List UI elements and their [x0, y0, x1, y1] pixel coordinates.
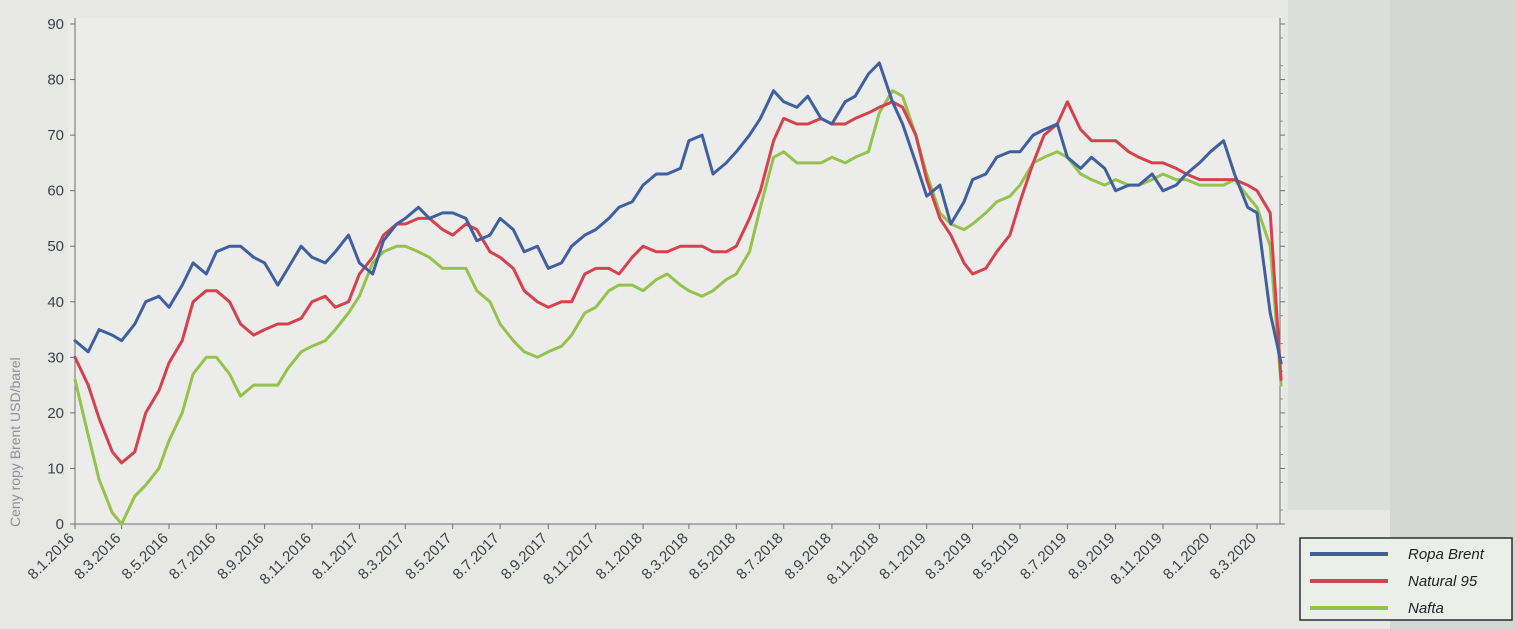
series-line-ropa-brent	[73, 61, 1283, 365]
y-tick-label: 90	[47, 16, 64, 33]
series-line-natural-95	[73, 100, 1283, 465]
series-line-nafta	[73, 89, 1283, 526]
y-tick-label: 30	[47, 349, 64, 366]
legend: Ropa Brent Natural 95 Nafta	[1299, 537, 1513, 621]
y-tick-label: 50	[47, 238, 64, 255]
y-tick-label: 40	[47, 294, 64, 311]
series-lines	[73, 61, 1283, 526]
y-tick-label: 10	[47, 460, 64, 477]
legend-label: Ropa Brent	[1408, 546, 1485, 563]
right-margin-band	[1288, 0, 1390, 510]
legend-label: Natural 95	[1408, 573, 1478, 590]
y-axis-label: Ceny ropy Brent USD/barel	[7, 357, 23, 527]
plot-area	[68, 18, 1283, 524]
legend-label: Nafta	[1408, 600, 1444, 617]
y-tick-label: 60	[47, 183, 64, 200]
y-tick-label: 0	[56, 516, 64, 533]
y-tick-label: 20	[47, 405, 64, 422]
y-tick-label: 80	[47, 72, 64, 89]
y-tick-labels: 0 10 20 30 40 50 60 70 80 90	[47, 16, 64, 533]
axes	[70, 18, 1285, 529]
y-tick-label: 70	[47, 127, 64, 144]
